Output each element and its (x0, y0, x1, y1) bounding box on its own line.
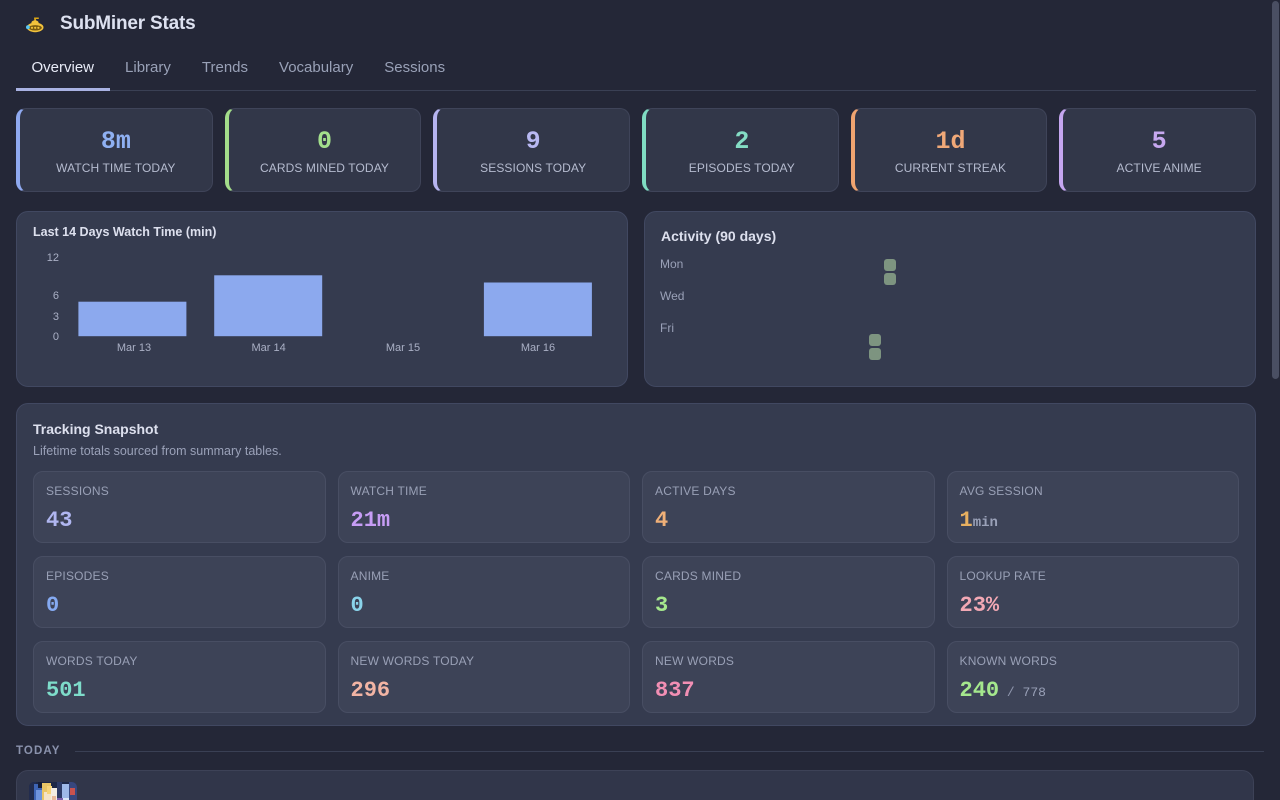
svg-text:12: 12 (47, 252, 59, 264)
svg-text:Mar 14: Mar 14 (251, 342, 285, 354)
svg-text:Mar 15: Mar 15 (386, 342, 420, 354)
svg-text:Last 14 Days Watch Time (min): Last 14 Days Watch Time (min) (33, 225, 216, 239)
svg-text:Mar 13: Mar 13 (117, 342, 151, 354)
svg-text:3: 3 (53, 311, 59, 323)
svg-text:0: 0 (53, 331, 59, 343)
svg-text:Mar 16: Mar 16 (521, 342, 555, 354)
svg-text:6: 6 (53, 290, 59, 302)
